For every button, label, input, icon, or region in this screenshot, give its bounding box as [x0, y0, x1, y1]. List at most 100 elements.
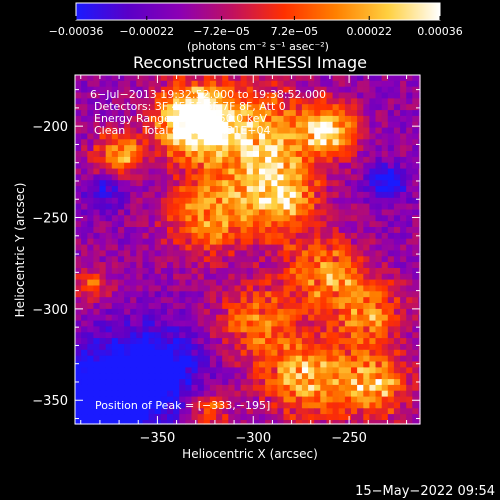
- heatmap-cell: [246, 244, 254, 251]
- heatmap-cell: [167, 390, 174, 398]
- heatmap-cell: [136, 191, 143, 199]
- heatmap-cell: [259, 326, 266, 333]
- heatmap-cell: [289, 145, 297, 152]
- heatmap-cell: [301, 215, 309, 222]
- heatmap-cell: [160, 98, 168, 105]
- heatmap-cell: [203, 314, 211, 322]
- heatmap-cell: [259, 139, 266, 146]
- heatmap-cell: [412, 414, 419, 421]
- heatmap-cell: [375, 402, 383, 409]
- heatmap-cell: [259, 349, 266, 357]
- heatmap-cell: [160, 420, 168, 425]
- heatmap-cell: [234, 291, 242, 298]
- heatmap-cell: [154, 420, 162, 425]
- heatmap-cell: [160, 402, 168, 409]
- heatmap-cell: [283, 349, 291, 357]
- heatmap-cell: [111, 121, 119, 129]
- heatmap-cell: [393, 191, 401, 199]
- heatmap-cell: [173, 384, 180, 392]
- heatmap-cell: [412, 390, 419, 398]
- heatmap-cell: [363, 250, 370, 257]
- heatmap-cell: [308, 197, 315, 205]
- heatmap-cell: [203, 209, 211, 216]
- heatmap-cell: [369, 291, 377, 298]
- heatmap-cell: [289, 121, 297, 129]
- heatmap-cell: [81, 215, 88, 222]
- heatmap-cell: [252, 115, 260, 123]
- heatmap-cell: [252, 215, 260, 222]
- heatmap-cell: [240, 414, 248, 421]
- heatmap-cell: [111, 92, 119, 99]
- heatmap-cell: [93, 273, 101, 281]
- heatmap-cell: [75, 355, 82, 363]
- heatmap-cell: [142, 191, 150, 199]
- heatmap-cell: [234, 338, 242, 345]
- heatmap-cell: [326, 268, 334, 275]
- heatmap-cell: [265, 303, 272, 310]
- heatmap-cell: [222, 133, 229, 140]
- heatmap-cell: [351, 303, 358, 310]
- heatmap-cell: [246, 151, 254, 158]
- heatmap-cell: [265, 174, 272, 181]
- heatmap-cell: [326, 133, 334, 140]
- heatmap-cell: [326, 344, 334, 351]
- heatmap-cell: [246, 332, 254, 339]
- heatmap-cell: [173, 256, 180, 263]
- heatmap-cell: [167, 349, 174, 357]
- heatmap-cell: [154, 92, 162, 99]
- heatmap-cell: [381, 238, 389, 246]
- heatmap-cell: [406, 151, 413, 158]
- heatmap-cell: [105, 75, 113, 82]
- heatmap-cell: [173, 373, 180, 380]
- heatmap-cell: [271, 121, 278, 129]
- heatmap-cell: [167, 361, 174, 368]
- heatmap-cell: [393, 174, 401, 181]
- heatmap-cell: [136, 98, 143, 105]
- heatmap-cell: [209, 133, 217, 140]
- heatmap-cell: [406, 379, 413, 386]
- heatmap-cell: [308, 344, 315, 351]
- heatmap-cell: [393, 268, 401, 275]
- heatmap-cell: [75, 349, 82, 357]
- heatmap-cell: [406, 390, 413, 398]
- heatmap-cell: [234, 384, 242, 392]
- heatmap-cell: [75, 180, 82, 187]
- heatmap-cell: [130, 314, 137, 322]
- heatmap-cell: [332, 262, 340, 269]
- heatmap-cell: [228, 297, 235, 304]
- heatmap-cell: [400, 279, 407, 286]
- heatmap-cell: [185, 367, 193, 374]
- heatmap-cell: [357, 238, 364, 246]
- heatmap-cell: [209, 273, 217, 281]
- heatmap-cell: [259, 373, 266, 380]
- heatmap-cell: [406, 121, 413, 129]
- heatmap-cell: [283, 180, 291, 187]
- heatmap-cell: [209, 162, 217, 170]
- heatmap-cell: [406, 133, 413, 140]
- heatmap-cell: [363, 414, 370, 421]
- heatmap-cell: [222, 344, 229, 351]
- heatmap-cell: [338, 314, 346, 322]
- heatmap-cell: [326, 121, 334, 129]
- heatmap-cell: [412, 232, 419, 240]
- heatmap-cell: [167, 209, 174, 216]
- heatmap-cell: [265, 162, 272, 170]
- heatmap-cell: [301, 367, 309, 374]
- heatmap-cell: [81, 221, 88, 228]
- heatmap-cell: [351, 355, 358, 363]
- heatmap-cell: [387, 390, 395, 398]
- heatmap-cell: [154, 250, 162, 257]
- heatmap-cell: [393, 338, 401, 345]
- heatmap-cell: [338, 332, 346, 339]
- heatmap-cell: [105, 297, 113, 304]
- heatmap-cell: [87, 92, 94, 99]
- heatmap-cell: [228, 279, 235, 286]
- heatmap-cell: [185, 384, 193, 392]
- heatmap-cell: [375, 110, 383, 117]
- heatmap-cell: [124, 268, 131, 275]
- heatmap-cell: [406, 80, 413, 88]
- heatmap-cell: [252, 332, 260, 339]
- heatmap-cell: [265, 115, 272, 123]
- heatmap-cell: [363, 86, 370, 94]
- heatmap-cell: [185, 390, 193, 398]
